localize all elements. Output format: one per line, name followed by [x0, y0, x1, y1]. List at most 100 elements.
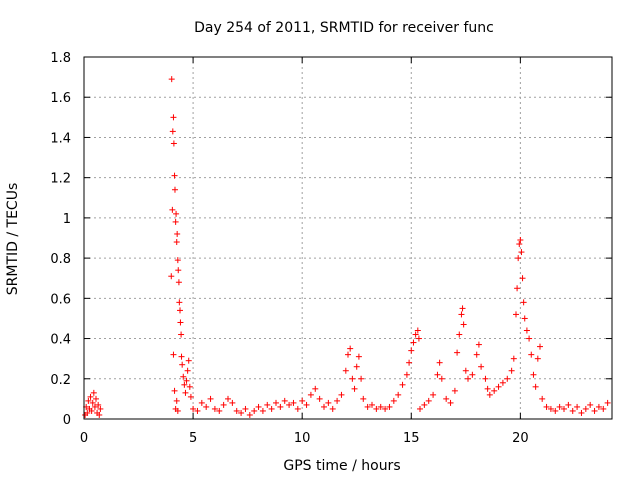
data-point: [174, 257, 181, 264]
data-point: [169, 128, 176, 135]
data-point: [543, 403, 550, 410]
data-point: [458, 311, 465, 318]
data-point: [194, 407, 201, 414]
y-tick-label: 1: [63, 212, 71, 227]
data-point: [316, 395, 323, 402]
data-point: [225, 395, 231, 402]
data-point: [515, 255, 522, 262]
x-tick-label: 20: [512, 431, 529, 446]
data-point: [179, 361, 186, 368]
x-tick-label: 5: [189, 431, 197, 446]
x-tick-label: 15: [403, 431, 420, 446]
x-tick-label: 0: [80, 431, 88, 446]
data-point: [91, 403, 98, 410]
data-point: [530, 371, 537, 378]
data-point: [504, 375, 511, 382]
data-point: [174, 230, 181, 237]
data-point: [604, 399, 611, 406]
data-point: [537, 343, 543, 350]
data-point: [465, 375, 471, 382]
data-point: [523, 327, 530, 334]
data-point: [484, 385, 491, 392]
data-point: [290, 399, 297, 406]
data-point: [410, 339, 417, 346]
data-point: [421, 401, 428, 408]
data-point: [353, 363, 360, 370]
data-point: [168, 273, 175, 280]
data-point: [87, 393, 94, 400]
data-point: [430, 391, 437, 398]
data-point: [177, 319, 184, 326]
data-point: [299, 397, 306, 404]
data-point: [334, 397, 341, 404]
data-point: [185, 357, 192, 364]
data-point: [460, 321, 467, 328]
data-point: [443, 395, 450, 402]
data-point: [172, 218, 179, 225]
data-point: [574, 403, 581, 410]
data-point: [547, 405, 554, 412]
data-point: [281, 397, 288, 404]
data-point: [312, 385, 319, 392]
data-point: [203, 403, 210, 410]
data-point: [459, 305, 466, 312]
data-point: [294, 405, 301, 412]
y-tick-label: 1.6: [50, 91, 71, 106]
data-point: [415, 335, 422, 342]
data-point: [462, 367, 469, 374]
data-point: [364, 403, 371, 410]
data-point: [84, 409, 91, 416]
data-point: [259, 407, 266, 414]
data-point: [591, 407, 598, 414]
data-point: [169, 206, 176, 213]
data-point: [96, 411, 103, 418]
data-point: [216, 407, 223, 414]
data-point: [520, 299, 527, 306]
data-point: [349, 375, 356, 382]
data-point: [351, 385, 358, 392]
data-point: [482, 375, 489, 382]
data-point: [170, 140, 177, 147]
data-point: [595, 403, 602, 410]
data-point: [184, 367, 191, 374]
data-point: [517, 237, 524, 244]
data-point: [360, 395, 367, 402]
data-point: [338, 391, 345, 398]
data-point: [251, 407, 258, 414]
chart-title: Day 254 of 2011, SRMTID for receiver fun…: [194, 20, 494, 36]
data-point: [176, 299, 183, 306]
data-point: [264, 401, 271, 408]
data-point: [414, 327, 421, 334]
x-axis-label: GPS time / hours: [283, 458, 400, 474]
data-point: [321, 403, 327, 410]
data-point: [516, 241, 523, 248]
data-point: [408, 347, 415, 354]
data-point: [325, 399, 332, 406]
data-point: [268, 405, 275, 412]
data-point: [373, 405, 380, 412]
data-point: [369, 401, 375, 408]
y-tick-label: 1.2: [50, 172, 71, 187]
data-point: [168, 76, 175, 83]
data-point: [97, 405, 104, 412]
data-point: [347, 345, 354, 352]
data-point: [342, 367, 349, 374]
data-point: [532, 383, 539, 390]
data-point: [186, 383, 193, 390]
data-point: [377, 403, 384, 410]
data-point: [382, 405, 389, 412]
data-point: [187, 393, 194, 400]
data-point: [173, 239, 180, 246]
data-point: [552, 407, 559, 414]
data-point: [220, 401, 227, 408]
data-point: [486, 391, 493, 398]
data-point: [286, 401, 293, 408]
data-point: [175, 267, 182, 274]
data-points: [82, 76, 611, 418]
data-point: [434, 371, 441, 378]
data-point: [180, 373, 187, 380]
data-point: [85, 397, 92, 404]
data-point: [88, 407, 95, 414]
data-point: [171, 172, 178, 179]
